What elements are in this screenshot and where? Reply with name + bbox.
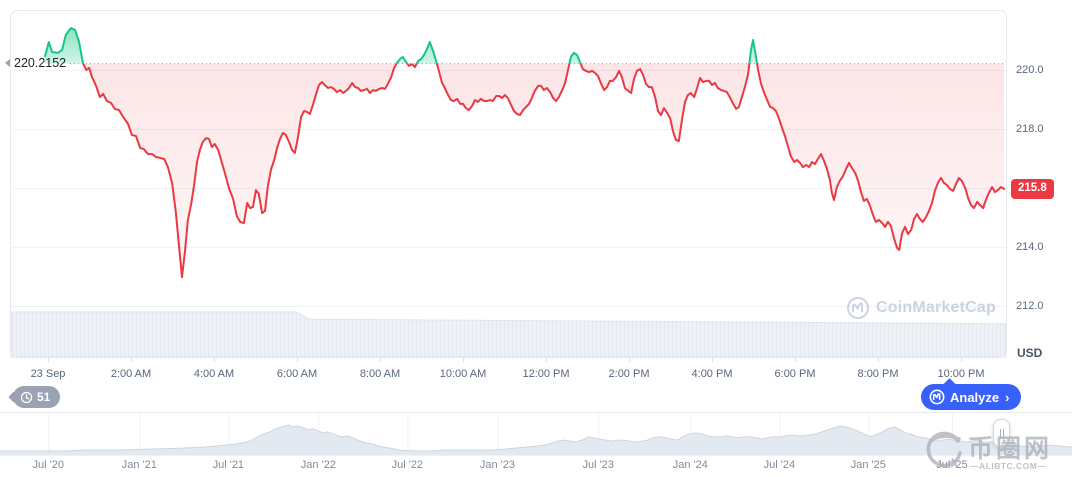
y-axis-label: 218.0 (1016, 123, 1044, 135)
site-watermark: 币圈网 —ALIBTC.COM— (922, 421, 1072, 477)
annotations-count: 51 (37, 390, 51, 404)
clock-icon (20, 391, 33, 403)
navigator-label: Jul '21 (212, 459, 245, 471)
navigator-label: Jul '22 (391, 459, 424, 471)
y-axis-unit-label: USD (1017, 346, 1043, 360)
navigator-label: Jul '23 (582, 459, 614, 471)
navigator-label: Jan '22 (300, 459, 336, 471)
site-logo-icon (926, 431, 962, 469)
navigator-resize-handle[interactable] (993, 419, 1010, 448)
x-axis-label: 6:00 PM (774, 368, 816, 380)
coinmarketcap-watermark: CoinMarketCap (846, 296, 996, 320)
coinmarketcap-logo-icon (847, 297, 869, 319)
baseline-price-label: 220.2152 (14, 56, 67, 70)
coinmarketcap-logo-icon (929, 389, 945, 405)
site-watermark-name: 币圈网 (968, 435, 1053, 463)
analyze-button-label: Analyze (950, 389, 1000, 405)
current-price-badge: 215.8 (1011, 179, 1054, 199)
coinmarketcap-watermark-text: CoinMarketCap (876, 299, 996, 316)
x-axis-label: 6:00 AM (276, 368, 318, 380)
chevron-right-icon: › (1005, 389, 1010, 405)
x-axis-label: 4:00 AM (193, 368, 235, 380)
navigator-label: Jan '21 (121, 459, 157, 471)
x-axis-label: 12:00 PM (522, 368, 570, 380)
analyze-button[interactable]: Analyze › (921, 384, 1022, 410)
navigator-label: Jan '24 (672, 459, 708, 471)
navigator-label: Jan '25 (850, 459, 886, 471)
x-axis-label: 4:00 PM (691, 368, 733, 380)
x-axis-label: 2:00 AM (110, 368, 152, 380)
y-axis-label: 214.0 (1016, 241, 1044, 253)
navigator-label: Jul '20 (32, 459, 64, 471)
x-axis-label: 8:00 PM (857, 368, 899, 380)
navigator-label: Jul '24 (763, 459, 796, 471)
x-axis-label: 8:00 AM (359, 368, 401, 380)
x-axis-label: 10:00 PM (937, 368, 985, 380)
y-axis-label: 212.0 (1016, 300, 1044, 312)
baseline-marker-icon (5, 59, 10, 67)
site-watermark-domain: —ALIBTC.COM— (970, 461, 1047, 471)
navigator-label: Jan '23 (479, 459, 515, 471)
x-axis-label: 2:00 PM (608, 368, 650, 380)
y-axis-label: 220.0 (1016, 64, 1044, 76)
x-axis-label: 23 Sep (30, 368, 66, 380)
annotations-count-badge[interactable]: 51 (13, 386, 61, 408)
x-axis-label: 10:00 AM (439, 368, 487, 380)
